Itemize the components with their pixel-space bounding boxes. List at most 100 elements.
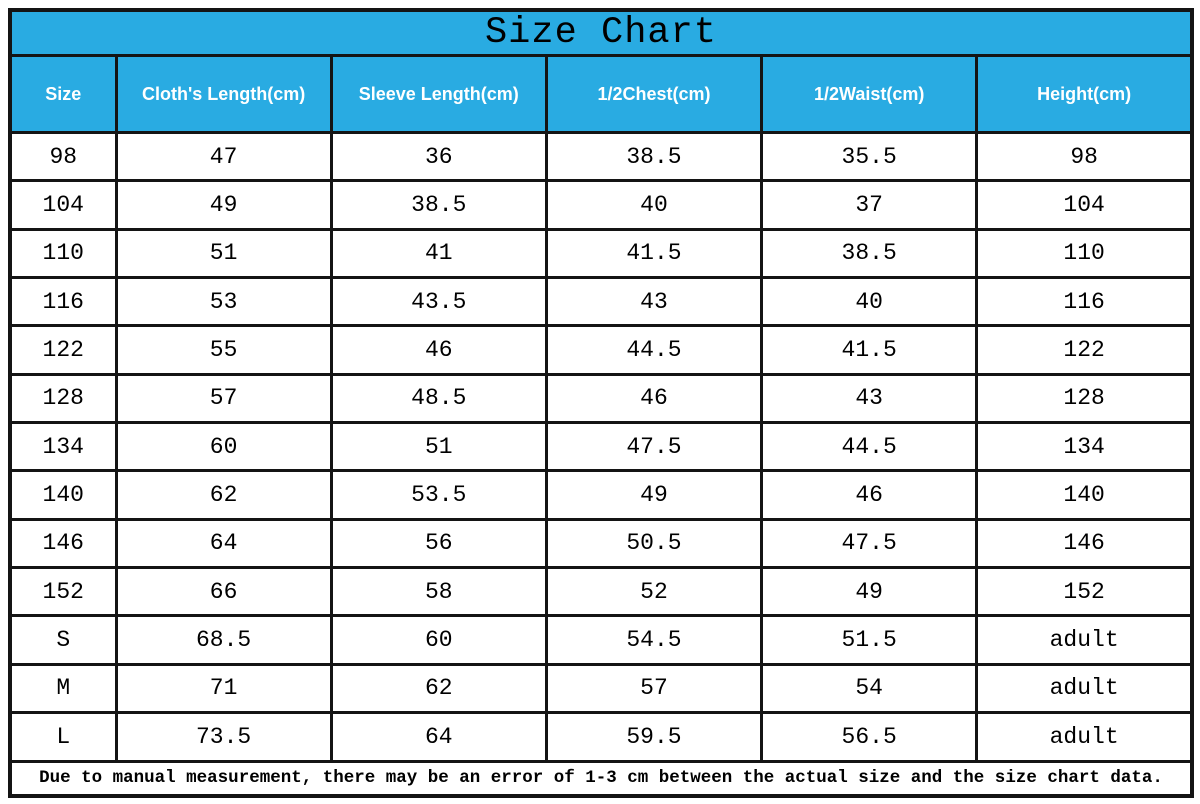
value-cell: 122 (975, 324, 1194, 376)
value-cell: 37 (760, 179, 979, 231)
value-cell: 66 (114, 566, 333, 618)
table-row: L 73.5 64 59.5 56.5 adult (8, 711, 1194, 763)
value-cell: 56 (329, 517, 548, 570)
table-row: 110 51 41 41.5 38.5 110 (8, 227, 1194, 280)
value-cell: 60 (329, 614, 548, 666)
value-cell: adult (975, 711, 1194, 763)
value-cell: 53 (114, 276, 333, 328)
column-header: 1/2Waist(cm) (760, 54, 979, 134)
value-cell: 68.5 (114, 614, 333, 666)
page-title: Size Chart (8, 8, 1194, 57)
table-row: 146 64 56 50.5 47.5 146 (8, 517, 1194, 570)
size-chart-image: Size Chart Size Cloth's Length(cm) Sleeve … (8, 8, 1194, 798)
value-cell: 38.5 (760, 227, 979, 280)
table-row: 140 62 53.5 49 46 140 (8, 469, 1194, 521)
column-header: Sleeve Length(cm) (329, 54, 548, 134)
value-cell: 35.5 (760, 130, 979, 183)
value-cell: 38.5 (544, 130, 764, 183)
size-cell: 98 (8, 130, 118, 183)
table-row: 98 47 36 38.5 35.5 98 (8, 130, 1194, 183)
value-cell: 40 (544, 179, 764, 231)
value-cell: 104 (975, 179, 1194, 231)
value-cell: 116 (975, 276, 1194, 328)
table-row: 134 60 51 47.5 44.5 134 (8, 421, 1194, 473)
footnote-text: Due to manual measurement, there may be … (8, 759, 1194, 798)
table-row: M 71 62 57 54 adult (8, 662, 1194, 715)
table-row: 122 55 46 44.5 41.5 122 (8, 324, 1194, 376)
value-cell: adult (975, 662, 1194, 715)
value-cell: 110 (975, 227, 1194, 280)
column-header: Size (8, 54, 118, 134)
size-cell: 116 (8, 276, 118, 328)
size-table-body: 98 47 36 38.5 35.5 98 104 49 38.5 40 37 104 110 51 41 4… (8, 130, 1194, 763)
value-cell: 54 (760, 662, 979, 715)
value-cell: 73.5 (114, 711, 333, 763)
value-cell: 62 (329, 662, 548, 715)
value-cell: 53.5 (329, 469, 548, 521)
value-cell: 46 (760, 469, 979, 521)
value-cell: 49 (760, 566, 979, 618)
value-cell: 49 (544, 469, 764, 521)
size-cell: 104 (8, 179, 118, 231)
footnote-row: Due to manual measurement, there may be … (8, 759, 1194, 798)
value-cell: 62 (114, 469, 333, 521)
value-cell: 59.5 (544, 711, 764, 763)
value-cell: 57 (114, 372, 333, 425)
value-cell: 58 (329, 566, 548, 618)
table-row: 152 66 58 52 49 152 (8, 566, 1194, 618)
value-cell: 43 (544, 276, 764, 328)
value-cell: 55 (114, 324, 333, 376)
value-cell: 51.5 (760, 614, 979, 666)
title-row: Size Chart (8, 8, 1194, 57)
value-cell: 44.5 (760, 421, 979, 473)
size-cell: L (8, 711, 118, 763)
value-cell: 50.5 (544, 517, 764, 570)
value-cell: 43.5 (329, 276, 548, 328)
value-cell: 46 (544, 372, 764, 425)
value-cell: 41.5 (544, 227, 764, 280)
value-cell: 57 (544, 662, 764, 715)
table-row: 104 49 38.5 40 37 104 (8, 179, 1194, 231)
value-cell: 56.5 (760, 711, 979, 763)
column-header: Height(cm) (975, 54, 1194, 134)
value-cell: 48.5 (329, 372, 548, 425)
header-row: Size Cloth's Length(cm) Sleeve Length(cm) 1… (8, 54, 1194, 134)
size-cell: 128 (8, 372, 118, 425)
value-cell: 134 (975, 421, 1194, 473)
value-cell: 47.5 (544, 421, 764, 473)
value-cell: 152 (975, 566, 1194, 618)
size-cell: 146 (8, 517, 118, 570)
table-row: 116 53 43.5 43 40 116 (8, 276, 1194, 328)
size-cell: 152 (8, 566, 118, 618)
size-cell: 134 (8, 421, 118, 473)
value-cell: 54.5 (544, 614, 764, 666)
column-header: 1/2Chest(cm) (544, 54, 764, 134)
value-cell: 71 (114, 662, 333, 715)
value-cell: 47 (114, 130, 333, 183)
value-cell: 146 (975, 517, 1194, 570)
value-cell: 52 (544, 566, 764, 618)
size-chart-table: Size Chart Size Cloth's Length(cm) Sleeve … (8, 8, 1194, 798)
value-cell: 64 (329, 711, 548, 763)
size-cell: 110 (8, 227, 118, 280)
value-cell: 49 (114, 179, 333, 231)
value-cell: 40 (760, 276, 979, 328)
value-cell: 38.5 (329, 179, 548, 231)
value-cell: adult (975, 614, 1194, 666)
value-cell: 64 (114, 517, 333, 570)
value-cell: 36 (329, 130, 548, 183)
value-cell: 41.5 (760, 324, 979, 376)
value-cell: 98 (975, 130, 1194, 183)
value-cell: 44.5 (544, 324, 764, 376)
table-row: S 68.5 60 54.5 51.5 adult (8, 614, 1194, 666)
size-cell: M (8, 662, 118, 715)
value-cell: 43 (760, 372, 979, 425)
value-cell: 47.5 (760, 517, 979, 570)
value-cell: 60 (114, 421, 333, 473)
value-cell: 140 (975, 469, 1194, 521)
value-cell: 128 (975, 372, 1194, 425)
value-cell: 46 (329, 324, 548, 376)
size-cell: 122 (8, 324, 118, 376)
size-cell: S (8, 614, 118, 666)
value-cell: 51 (114, 227, 333, 280)
